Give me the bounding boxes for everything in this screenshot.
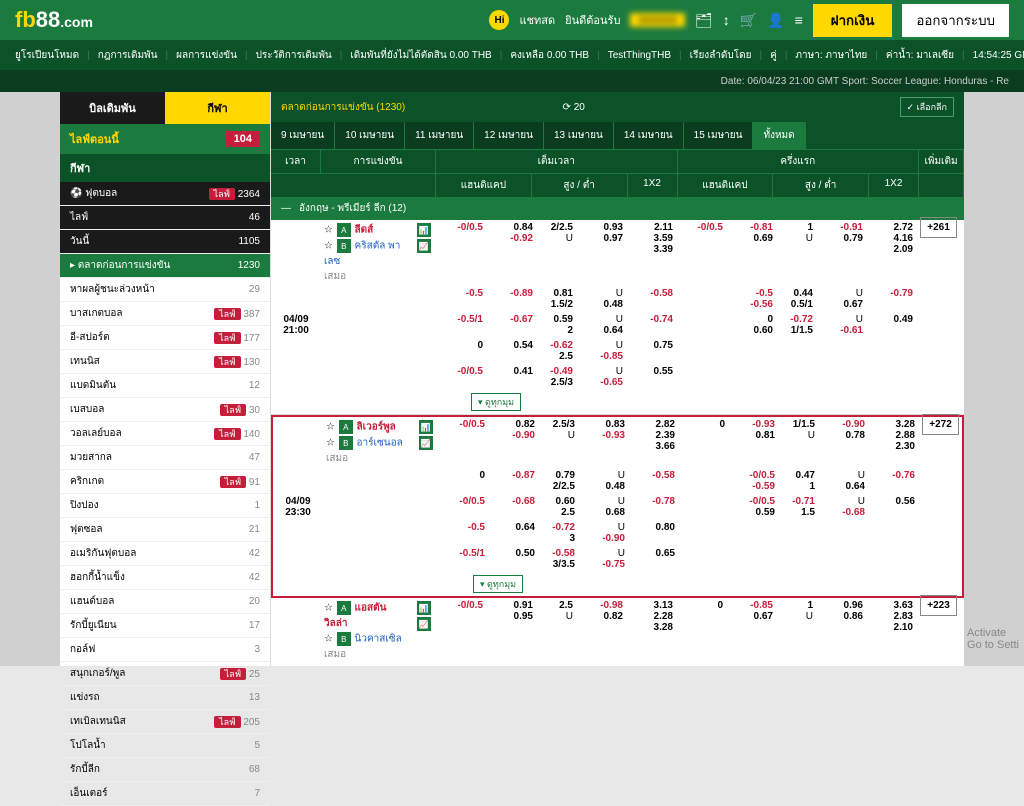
match-block: ☆ A แอสตัน วิลล่า☆ B นิวคาสเซิลเสมอ📊📈-0/… (271, 598, 964, 666)
hi-badge: Hi (489, 10, 509, 30)
wallet-icon[interactable]: 🗂 (695, 12, 713, 29)
tab-sport[interactable]: กีฬา (165, 92, 270, 124)
date-tab[interactable]: 15 เมษายน (684, 122, 754, 149)
sidebar-item[interactable]: รักบี้ยูเนียน17 (60, 614, 270, 638)
logo[interactable]: fb88.com (15, 7, 93, 33)
subnav-item[interactable]: ภาษา: ภาษาไทย (795, 48, 867, 63)
news-ticker: Date: 06/04/23 21:00 GMT Sport: Soccer L… (0, 70, 1024, 92)
date-tab[interactable]: 10 เมษายน (335, 122, 405, 149)
sidebar-item[interactable]: บาสเกตบอลไลฟ์ 387 (60, 302, 270, 326)
subnav-item[interactable]: คู่ (770, 48, 777, 63)
sidebar-item[interactable]: วอลเลย์บอลไลฟ์ 140 (60, 422, 270, 446)
username-blur: xxxxxxx (630, 13, 685, 27)
user-icon[interactable]: 👤 (767, 12, 784, 29)
sidebar: บิลเดิมพัน กีฬา ไลฟ์ตอนนี้ 104 กีฬา ⚽ ฟุ… (60, 92, 270, 666)
sidebar-item[interactable]: เทเบิลเทนนิสไลฟ์ 205 (60, 710, 270, 734)
live-today-count: 104 (226, 131, 260, 147)
date-tab[interactable]: 13 เมษายน (544, 122, 614, 149)
subnav-item[interactable]: เดิมพันที่ยังไม่ได้ตัดสิน 0.00 THB (350, 48, 491, 63)
date-tab[interactable]: ทั้งหมด (753, 122, 805, 149)
subnav-item[interactable]: 14:54:25 GMT +8:00 (973, 50, 1024, 61)
th-match: การแข่งขัน (321, 150, 436, 173)
date-tab[interactable]: 9 เมษายน (271, 122, 335, 149)
sidebar-item[interactable]: ฮอกกี้น้ำแข็ง42 (60, 566, 270, 590)
activate-windows: ActivateGo to Setti (967, 627, 1019, 651)
more-markets-button[interactable]: +272 (922, 414, 959, 435)
sidebar-football[interactable]: ⚽ ฟุตบอล ไลฟ์ 2364 (60, 182, 270, 206)
sidebar-item[interactable]: เบสบอลไลฟ์ 30 (60, 398, 270, 422)
select-league-button[interactable]: ✓ เลือกลีก (900, 97, 954, 117)
sidebar-item[interactable]: แบดมินตัน12 (60, 374, 270, 398)
more-markets-button[interactable]: +261 (920, 217, 957, 238)
match-block: ☆ A ลีดส์☆ B คริสตัล พาเลซเสมอ📊📈-0/0.50.… (271, 220, 964, 415)
sidebar-item[interactable]: มวยสากล47 (60, 446, 270, 470)
subnav-item[interactable]: คงเหลือ 0.00 THB (510, 48, 589, 63)
th-more: เพิ่มเติม (919, 150, 964, 173)
main-header: fb88.com Hi แชทสด ยินดีต้อนรับ xxxxxxx 🗂… (0, 0, 1024, 40)
date-tab[interactable]: 14 เมษายน (614, 122, 684, 149)
date-tab[interactable]: 11 เมษายน (405, 122, 474, 149)
sidebar-item[interactable]: คริกเกตไลฟ์ 91 (60, 470, 270, 494)
subnav-item[interactable]: TestThingTHB (608, 50, 671, 61)
deposit-button[interactable]: ฝากเงิน (813, 4, 893, 37)
sidebar-item[interactable]: หาผลผู้ชนะล่วงหน้า29 (60, 278, 270, 302)
subnav-item[interactable]: กฎการเดิมพัน (98, 48, 158, 63)
chat-link[interactable]: แชทสด (519, 11, 555, 29)
th-time: เวลา (271, 150, 321, 173)
sidebar-item[interactable]: วันนี้1105 (60, 230, 270, 254)
date-tabs: 9 เมษายน10 เมษายน11 เมษายน12 เมษายน13 เม… (271, 122, 964, 149)
view-all-button[interactable]: ▾ ดูทุกมุม (473, 575, 523, 593)
refresh-timer[interactable]: ⟳ 20 (563, 102, 585, 113)
cart-icon[interactable]: 🛒 (740, 12, 757, 29)
subnav-item[interactable]: ค่าน้ำ: มาเลเซีย (886, 48, 954, 63)
sidebar-item[interactable]: โปโลน้ำ5 (60, 734, 270, 758)
league-header[interactable]: —อังกฤษ - พรีเมียร์ ลีก (12) (271, 197, 964, 220)
sidebar-item[interactable]: รักบี้ลีก68 (60, 758, 270, 782)
logout-button[interactable]: ออกจากระบบ (902, 4, 1009, 37)
sidebar-item[interactable]: เทนนิสไลฟ์ 130 (60, 350, 270, 374)
content-area: ตลาดก่อนการแข่งขัน (1230) ⟳ 20 ✓ เลือกลี… (270, 92, 964, 666)
live-today-label: ไลฟ์ตอนนี้ (70, 130, 119, 148)
date-tab[interactable]: 12 เมษายน (474, 122, 544, 149)
subnav-item[interactable]: ประวัติการเดิมพัน (256, 48, 332, 63)
market-title: ตลาดก่อนการแข่งขัน (1230) (281, 100, 405, 115)
sidebar-item[interactable]: แข่งรถ13 (60, 686, 270, 710)
sidebar-item[interactable]: ไลฟ์46 (60, 206, 270, 230)
sidebar-item[interactable]: กอล์ฟ3 (60, 638, 270, 662)
subnav-item[interactable]: เรียงลำดับโดย (690, 48, 752, 63)
match-block: ☆ A ลิเวอร์พูล☆ B อาร์เซนอลเสมอ📊📈-0/0.50… (271, 415, 964, 598)
sub-navigation: ยูโรเปียนโหมด|กฎการเดิมพัน|ผลการแข่งขัน|… (0, 40, 1024, 70)
more-markets-button[interactable]: +223 (920, 595, 957, 616)
sidebar-item[interactable]: อเมริกันฟุตบอล42 (60, 542, 270, 566)
tab-betslip[interactable]: บิลเดิมพัน (60, 92, 165, 124)
view-all-button[interactable]: ▾ ดูทุกมุม (471, 393, 521, 411)
subnav-item[interactable]: ผลการแข่งขัน (176, 48, 237, 63)
sport-header: กีฬา (60, 154, 270, 182)
sidebar-item[interactable]: เอ็นเตอร์7 (60, 782, 270, 806)
th-firsthalf: ครึ่งแรก (678, 150, 920, 173)
sidebar-item[interactable]: ปิงปอง1 (60, 494, 270, 518)
sidebar-item[interactable]: แฮนด์บอล20 (60, 590, 270, 614)
th-fulltime: เต็มเวลา (436, 150, 678, 173)
sidebar-item[interactable]: ▸ ตลาดก่อนการแข่งขัน1230 (60, 254, 270, 278)
welcome-text: ยินดีต้อนรับ (565, 11, 620, 29)
sidebar-item[interactable]: อี-สปอร์ตไลฟ์ 177 (60, 326, 270, 350)
menu-icon[interactable]: ≡ (795, 12, 803, 28)
sidebar-item[interactable]: ฟุตซอล21 (60, 518, 270, 542)
transfer-icon[interactable]: ↕ (723, 12, 730, 28)
subnav-item[interactable]: ยูโรเปียนโหมด (15, 48, 79, 63)
